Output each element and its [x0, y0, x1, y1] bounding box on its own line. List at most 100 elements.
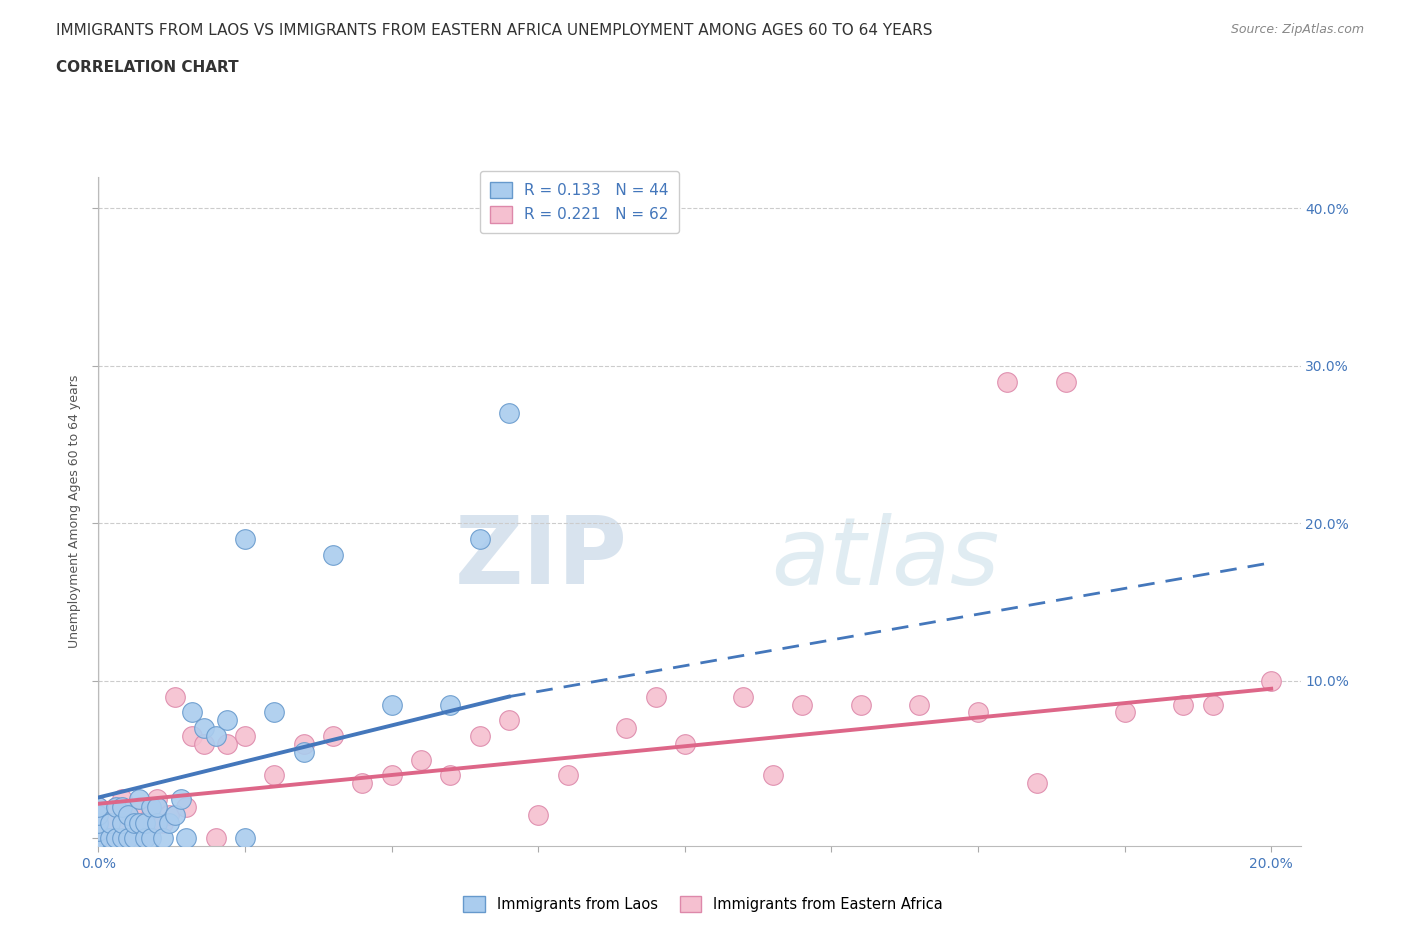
Point: [87, 831, 110, 846]
Point: [967, 705, 990, 720]
Point: [87, 816, 110, 830]
Point: [128, 816, 150, 830]
Point: [733, 689, 755, 704]
Point: [117, 831, 139, 846]
Point: [105, 800, 128, 815]
Point: [557, 768, 579, 783]
Point: [111, 816, 134, 830]
Point: [122, 807, 145, 822]
Point: [146, 816, 169, 830]
Y-axis label: Unemployment Among Ages 60 to 64 years: Unemployment Among Ages 60 to 64 years: [67, 375, 82, 648]
Point: [87, 823, 110, 838]
Point: [141, 800, 163, 815]
Point: [352, 776, 374, 790]
Point: [233, 728, 256, 743]
Point: [468, 728, 491, 743]
Point: [181, 705, 204, 720]
Point: [87, 831, 110, 846]
Point: [98, 816, 121, 830]
Point: [87, 831, 110, 846]
Point: [105, 831, 128, 846]
Point: [163, 689, 186, 704]
Point: [1173, 698, 1195, 712]
Point: [128, 791, 150, 806]
Point: [762, 768, 785, 783]
Point: [176, 831, 198, 846]
Point: [117, 807, 139, 822]
Point: [233, 532, 256, 547]
Point: [790, 698, 813, 712]
Point: [98, 816, 121, 830]
Point: [292, 737, 315, 751]
Point: [263, 768, 285, 783]
Legend: Immigrants from Laos, Immigrants from Eastern Africa: Immigrants from Laos, Immigrants from Ea…: [457, 891, 949, 918]
Point: [157, 816, 180, 830]
Point: [87, 831, 110, 846]
Point: [146, 800, 169, 815]
Point: [117, 807, 139, 822]
Point: [849, 698, 872, 712]
Point: [193, 737, 215, 751]
Point: [673, 737, 696, 751]
Point: [87, 816, 110, 830]
Point: [263, 705, 285, 720]
Point: [152, 816, 174, 830]
Point: [98, 831, 121, 846]
Legend: R = 0.133   N = 44, R = 0.221   N = 62: R = 0.133 N = 44, R = 0.221 N = 62: [479, 171, 679, 233]
Point: [439, 698, 461, 712]
Point: [292, 744, 315, 759]
Point: [1025, 776, 1047, 790]
Point: [439, 768, 461, 783]
Point: [381, 768, 404, 783]
Point: [181, 728, 204, 743]
Point: [111, 791, 134, 806]
Point: [176, 800, 198, 815]
Point: [146, 816, 169, 830]
Point: [498, 405, 520, 420]
Point: [217, 712, 239, 727]
Point: [995, 374, 1018, 389]
Point: [1260, 673, 1282, 688]
Point: [908, 698, 931, 712]
Point: [111, 831, 134, 846]
Point: [128, 816, 150, 830]
Point: [193, 721, 215, 736]
Point: [146, 791, 169, 806]
Point: [217, 737, 239, 751]
Point: [614, 721, 637, 736]
Point: [1201, 698, 1223, 712]
Point: [87, 831, 110, 846]
Point: [128, 800, 150, 815]
Point: [122, 831, 145, 846]
Point: [134, 831, 156, 846]
Text: IMMIGRANTS FROM LAOS VS IMMIGRANTS FROM EASTERN AFRICA UNEMPLOYMENT AMONG AGES 6: IMMIGRANTS FROM LAOS VS IMMIGRANTS FROM …: [56, 23, 932, 38]
Point: [111, 816, 134, 830]
Point: [134, 831, 156, 846]
Point: [233, 831, 256, 846]
Point: [117, 831, 139, 846]
Point: [141, 831, 163, 846]
Point: [134, 816, 156, 830]
Point: [204, 728, 226, 743]
Point: [105, 831, 128, 846]
Point: [134, 816, 156, 830]
Point: [644, 689, 666, 704]
Point: [163, 807, 186, 822]
Point: [152, 831, 174, 846]
Point: [141, 807, 163, 822]
Point: [1054, 374, 1077, 389]
Point: [87, 807, 110, 822]
Point: [87, 831, 110, 846]
Point: [111, 831, 134, 846]
Point: [87, 800, 110, 815]
Text: CORRELATION CHART: CORRELATION CHART: [56, 60, 239, 75]
Point: [87, 831, 110, 846]
Point: [322, 728, 344, 743]
Point: [498, 712, 520, 727]
Point: [1114, 705, 1136, 720]
Point: [468, 532, 491, 547]
Point: [87, 823, 110, 838]
Point: [98, 831, 121, 846]
Point: [111, 800, 134, 815]
Point: [122, 816, 145, 830]
